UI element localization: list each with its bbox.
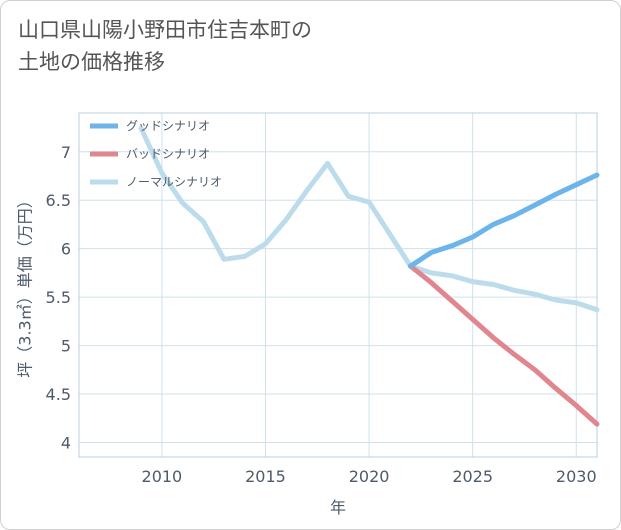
x-tick-label: 2015	[245, 467, 286, 486]
grid-lines	[79, 113, 597, 457]
x-tick-label: 2010	[142, 467, 183, 486]
y-axis-title: 坪（3.3㎡）単価（万円）	[16, 192, 35, 377]
series-lines	[138, 126, 600, 427]
axes: 2010 2015 2020 2025 2030 4 4.5 5 5.5 6 6.5 7	[46, 112, 598, 486]
series-line-0	[408, 172, 600, 269]
x-tick-label: 2025	[452, 467, 493, 486]
y-tick-label: 5.5	[46, 288, 71, 307]
legend-label: バッドシナリオ	[126, 147, 210, 161]
plot-area-border	[78, 112, 598, 458]
legend-label: ノーマルシナリオ	[126, 175, 222, 189]
y-tick-label: 5	[61, 337, 71, 356]
y-tick-label: 7	[61, 143, 71, 162]
x-axis-title: 年	[330, 498, 346, 517]
chart-title: 山口県山陽小野田市住吉本町の 土地の価格推移	[18, 18, 312, 74]
x-tick-label: 2020	[349, 467, 390, 486]
series-line-1	[408, 263, 600, 427]
y-tick-label: 4.5	[46, 385, 71, 404]
y-tick-label: 4	[61, 433, 71, 452]
y-tick-label: 6	[61, 240, 71, 259]
series-line-2	[138, 126, 600, 313]
x-tick-label: 2030	[556, 467, 597, 486]
y-tick-label: 6.5	[46, 191, 71, 210]
legend-label: グッドシナリオ	[126, 119, 210, 133]
